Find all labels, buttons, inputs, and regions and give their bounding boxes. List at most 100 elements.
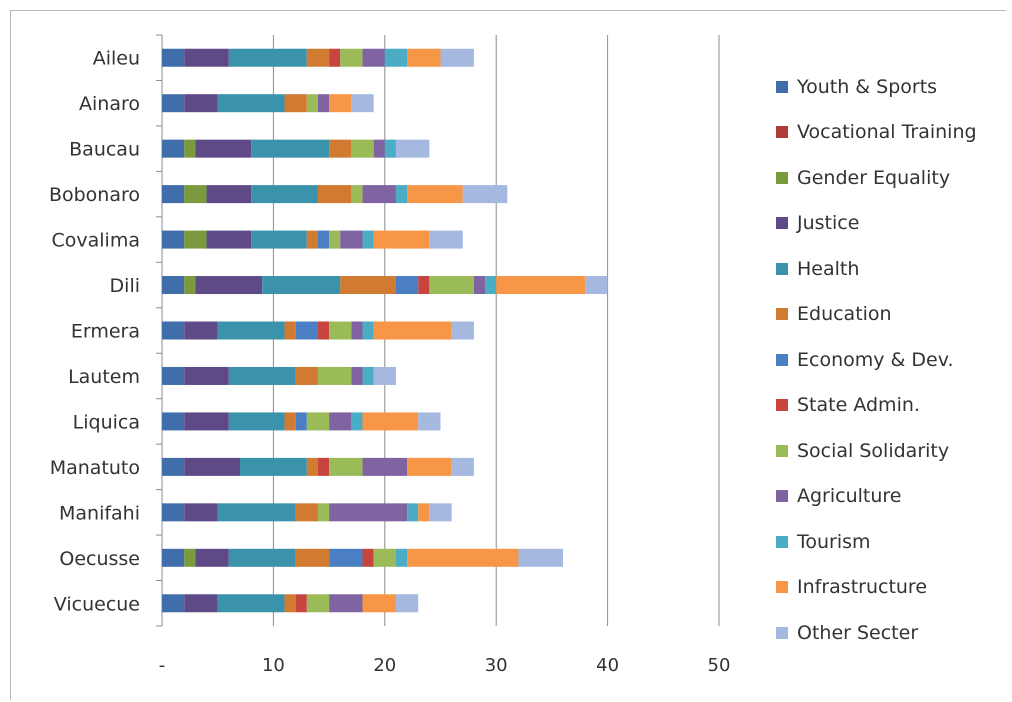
bar-segment-oecusse-8	[373, 548, 396, 567]
bar-segment-bobonaro-0	[162, 185, 185, 204]
bar-segment-liquica-4	[228, 412, 285, 431]
bar-segment-aileu-8	[340, 48, 363, 67]
bar-segment-manatuto-12	[451, 457, 474, 476]
chart-frame	[10, 10, 1006, 700]
legend-label: Other Secter	[797, 621, 919, 644]
x-tick-label-40: 40	[596, 655, 619, 676]
category-label-dili: Dili	[110, 275, 140, 297]
bar-segment-liquica-6	[295, 412, 307, 431]
bar-segment-baucau-8	[351, 139, 374, 158]
bar-segment-lautem-9	[351, 366, 363, 385]
bar-segment-aileu-11	[407, 48, 441, 67]
bar-segment-dili-5	[340, 276, 396, 295]
bar-segment-covalima-11	[373, 230, 430, 249]
legend-swatch	[776, 353, 788, 366]
bar-segment-dili-3	[195, 276, 263, 295]
bar-segment-ermera-9	[351, 321, 363, 340]
bar-segment-ainaro-5	[284, 94, 307, 113]
x-tick-label-30: 30	[485, 655, 508, 676]
bar-segment-manatuto-0	[162, 457, 185, 476]
bar-segment-ermera-12	[451, 321, 474, 340]
legend-label: Infrastructure	[797, 576, 928, 599]
bar-segment-baucau-0	[162, 139, 185, 158]
legend-item: State Admin.	[776, 383, 977, 429]
bar-segment-lautem-0	[162, 366, 185, 385]
bar-segment-covalima-10	[362, 230, 374, 249]
legend-label: State Admin.	[797, 394, 920, 417]
chart-legend: Youth & Sports Vocational Training Gender …	[776, 64, 977, 656]
bar-segment-ainaro-9	[317, 94, 330, 113]
bar-segment-bobonaro-9	[362, 185, 396, 204]
bar-segment-dili-7	[418, 276, 430, 295]
legend-item: Social Solidarity	[776, 428, 977, 474]
bar-segment-bobonaro-4	[251, 185, 318, 204]
bar-segment-aileu-3	[184, 48, 229, 67]
bar-segment-baucau-12	[395, 139, 430, 158]
bar-segment-aileu-10	[384, 48, 408, 67]
legend-label: Gender Equality	[797, 166, 951, 189]
legend-label: Youth & Sports	[797, 75, 938, 98]
x-tick-label-10: 10	[262, 655, 285, 676]
bar-segment-vicuecue-11	[362, 594, 396, 613]
bar-segment-bobonaro-11	[407, 185, 463, 204]
bar-segment-baucau-9	[373, 139, 385, 158]
bar-segment-lautem-10	[362, 366, 374, 385]
category-label-oecusse: Oecusse	[59, 548, 140, 570]
bar-segment-liquica-0	[162, 412, 185, 431]
legend-label: Education	[797, 303, 892, 326]
bar-segment-manatuto-9	[362, 457, 408, 476]
legend-swatch	[776, 490, 788, 503]
bar-segment-liquica-11	[362, 412, 419, 431]
bar-segment-lautem-12	[373, 366, 396, 385]
bar-segment-liquica-3	[184, 412, 229, 431]
bar-segment-oecusse-6	[329, 548, 363, 567]
x-tick-label-20: 20	[373, 655, 396, 676]
bar-segment-oecusse-11	[407, 548, 519, 567]
bar-segment-bobonaro-5	[317, 185, 352, 204]
bar-segment-ainaro-11	[329, 94, 352, 113]
legend-swatch	[776, 217, 788, 230]
bar-segment-bobonaro-2	[184, 185, 207, 204]
bar-segment-baucau-10	[384, 139, 396, 158]
bar-segment-bobonaro-10	[395, 185, 408, 204]
legend-item: Tourism	[776, 519, 977, 565]
bar-segment-dili-6	[395, 276, 419, 295]
bar-segment-vicuecue-9	[329, 594, 363, 613]
category-label-ermera: Ermera	[71, 321, 140, 343]
bar-segment-oecusse-10	[395, 548, 408, 567]
category-label-baucau: Baucau	[69, 139, 140, 161]
legend-label: Economy & Dev.	[797, 348, 954, 371]
legend-item: Infrastructure	[776, 565, 977, 611]
bar-segment-oecusse-12	[518, 548, 564, 567]
bar-segment-dili-4	[262, 276, 341, 295]
bar-segment-ermera-6	[295, 321, 318, 340]
bar-segment-dili-8	[429, 276, 474, 295]
bar-segment-ainaro-12	[351, 94, 374, 113]
bar-segment-ermera-11	[373, 321, 452, 340]
bar-segment-dili-2	[184, 276, 196, 295]
bar-segment-ermera-3	[184, 321, 218, 340]
bar-segment-aileu-5	[306, 48, 330, 67]
bar-segment-dili-11	[496, 276, 586, 295]
legend-swatch	[776, 171, 788, 184]
bar-segment-lautem-4	[228, 366, 296, 385]
bar-segment-ermera-7	[317, 321, 330, 340]
bar-segment-dili-12	[585, 276, 608, 295]
legend-swatch	[776, 581, 788, 594]
bar-segment-manifahi-3	[184, 503, 218, 522]
bar-segment-vicuecue-4	[217, 594, 285, 613]
legend-item: Youth & Sports	[776, 64, 977, 110]
bar-segment-dili-0	[162, 276, 185, 295]
bar-segment-manatuto-7	[317, 457, 330, 476]
bar-segment-lautem-8	[317, 366, 352, 385]
legend-label: Vocational Training	[797, 121, 977, 144]
legend-label: Social Solidarity	[797, 439, 950, 462]
legend-item: Justice	[776, 201, 977, 247]
bar-segment-manifahi-11	[418, 503, 430, 522]
bar-segment-manatuto-4	[239, 457, 307, 476]
bar-segment-vicuecue-12	[395, 594, 419, 613]
category-label-bobonaro: Bobonaro	[49, 184, 140, 206]
bar-segment-manifahi-10	[407, 503, 419, 522]
bar-segment-oecusse-7	[362, 548, 374, 567]
legend-swatch	[776, 262, 788, 275]
